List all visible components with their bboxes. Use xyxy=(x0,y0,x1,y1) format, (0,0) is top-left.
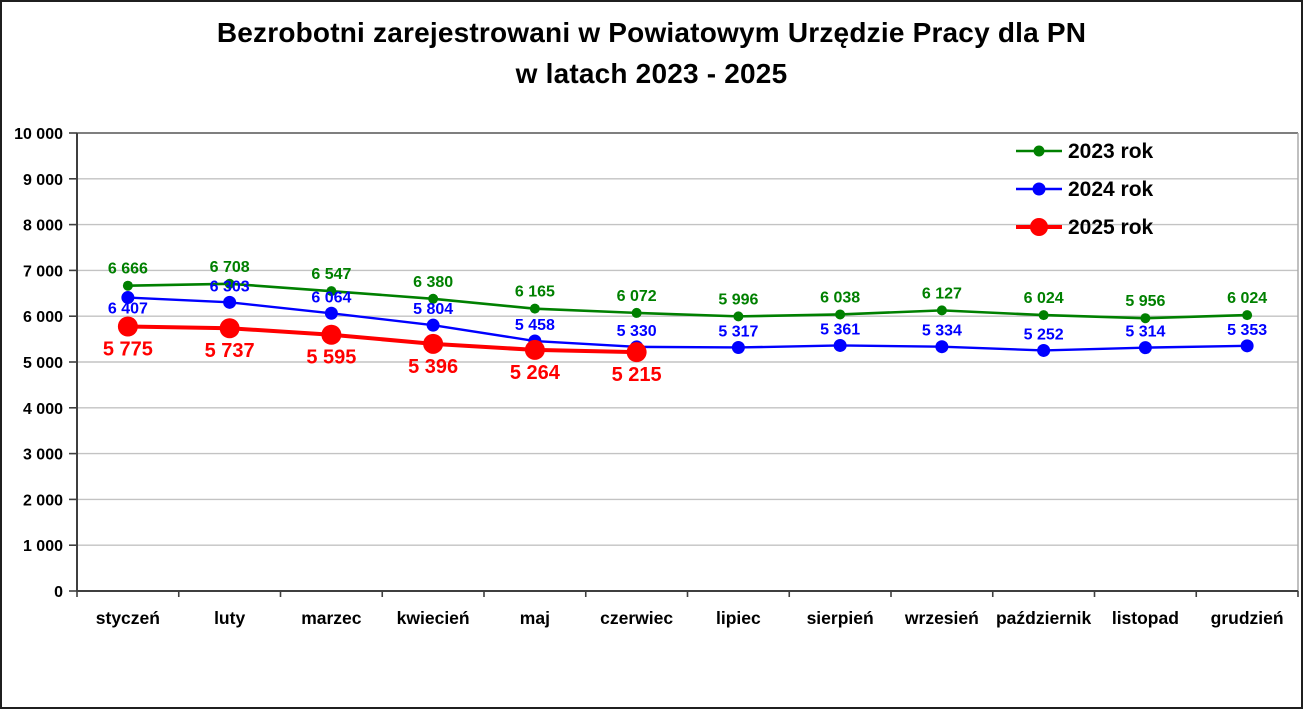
data-point xyxy=(224,278,235,289)
data-label: 6 407 xyxy=(108,301,148,318)
y-tick-label: 10 000 xyxy=(14,126,63,143)
data-point xyxy=(833,338,847,352)
legend-label: 2023 rok xyxy=(1068,140,1154,163)
x-axis-label: listopad xyxy=(1112,608,1179,628)
data-label: 6 165 xyxy=(515,284,555,301)
legend-label: 2024 rok xyxy=(1068,178,1154,201)
x-axis-label: styczeń xyxy=(96,608,160,628)
x-axis-label: maj xyxy=(520,608,550,628)
x-axis-label: grudzień xyxy=(1211,608,1284,628)
y-tick-label: 1 000 xyxy=(23,538,63,555)
chart-title: Bezrobotni zarejestrowani w Powiatowym U… xyxy=(2,12,1301,95)
data-point xyxy=(121,291,135,305)
series-line-2025-rok xyxy=(127,324,637,355)
y-tick-label: 9 000 xyxy=(23,172,63,189)
data-point xyxy=(324,306,338,320)
y-tick-label: 4 000 xyxy=(23,401,63,418)
data-point xyxy=(1037,343,1051,357)
data-label: 5 215 xyxy=(612,364,662,386)
data-label: 6 666 xyxy=(108,261,148,278)
x-axis-label: kwiecień xyxy=(397,608,470,628)
data-label: 6 038 xyxy=(820,289,860,306)
data-point xyxy=(223,295,237,309)
data-point xyxy=(1240,339,1254,353)
data-point xyxy=(1242,310,1253,321)
legend-marker xyxy=(1032,182,1046,196)
data-label: 5 458 xyxy=(515,317,555,334)
data-point xyxy=(321,324,342,345)
data-point xyxy=(1038,310,1049,321)
data-point xyxy=(731,340,745,354)
data-point xyxy=(626,342,647,363)
data-point xyxy=(524,339,545,360)
data-label: 5 314 xyxy=(1125,324,1165,341)
data-label: 6 708 xyxy=(210,259,250,276)
y-tick-label: 2 000 xyxy=(23,492,63,509)
data-point xyxy=(423,333,444,354)
data-label: 5 775 xyxy=(103,339,153,361)
x-axis-label: wrzesień xyxy=(904,608,979,628)
data-point xyxy=(631,307,642,318)
y-tick-label: 6 000 xyxy=(23,309,63,326)
x-axis-label: sierpień xyxy=(807,608,874,628)
data-point xyxy=(935,340,949,354)
data-label: 5 804 xyxy=(413,301,453,318)
series-line-2023-rok xyxy=(127,282,1248,320)
data-label: 6 024 xyxy=(1227,290,1267,307)
data-label: 6 024 xyxy=(1024,290,1064,307)
data-point xyxy=(326,286,337,297)
data-point xyxy=(733,311,744,322)
data-label: 5 264 xyxy=(510,362,561,384)
data-point xyxy=(219,318,240,339)
data-point xyxy=(529,303,540,314)
data-label: 5 317 xyxy=(718,323,758,340)
data-label: 5 353 xyxy=(1227,322,1267,339)
x-axis-label: luty xyxy=(214,608,245,628)
data-label: 5 996 xyxy=(718,291,758,308)
data-point xyxy=(1140,313,1151,324)
y-tick-label: 0 xyxy=(54,584,63,601)
data-point xyxy=(835,309,846,320)
x-axis-label: marzec xyxy=(301,608,362,628)
x-axis-label: październik xyxy=(996,608,1092,628)
data-label: 6 547 xyxy=(311,266,351,283)
data-label: 5 737 xyxy=(205,340,255,362)
data-label: 6 303 xyxy=(210,278,250,295)
y-tick-label: 7 000 xyxy=(23,263,63,280)
data-label: 5 595 xyxy=(306,347,356,369)
chart-title-line2: w latach 2023 - 2025 xyxy=(515,58,788,90)
data-point xyxy=(426,318,440,332)
data-point xyxy=(428,293,439,304)
y-tick-label: 8 000 xyxy=(23,218,63,235)
y-tick-label: 5 000 xyxy=(23,355,63,372)
data-point xyxy=(1138,341,1152,355)
chart-title-line1: Bezrobotni zarejestrowani w Powiatowym U… xyxy=(216,17,1087,48)
data-label: 5 361 xyxy=(820,321,860,338)
data-label: 6 064 xyxy=(311,289,351,306)
data-label: 5 956 xyxy=(1125,293,1165,310)
legend-label: 2025 rok xyxy=(1068,216,1154,239)
data-label: 5 396 xyxy=(408,356,458,378)
data-label: 5 330 xyxy=(617,323,657,340)
legend-marker xyxy=(1033,145,1045,157)
data-label: 6 380 xyxy=(413,274,453,291)
data-label: 6 127 xyxy=(922,285,962,302)
data-label: 5 252 xyxy=(1024,326,1064,343)
series-line-2024-rok xyxy=(127,296,1248,352)
x-axis-label: czerwiec xyxy=(600,608,673,628)
data-point xyxy=(117,316,138,337)
data-point xyxy=(936,305,947,316)
y-tick-label: 3 000 xyxy=(23,447,63,464)
legend-marker xyxy=(1030,218,1048,236)
data-point xyxy=(122,280,133,291)
x-axis-label: lipiec xyxy=(716,608,761,628)
data-label: 5 334 xyxy=(922,323,962,340)
data-label: 6 072 xyxy=(617,288,657,305)
